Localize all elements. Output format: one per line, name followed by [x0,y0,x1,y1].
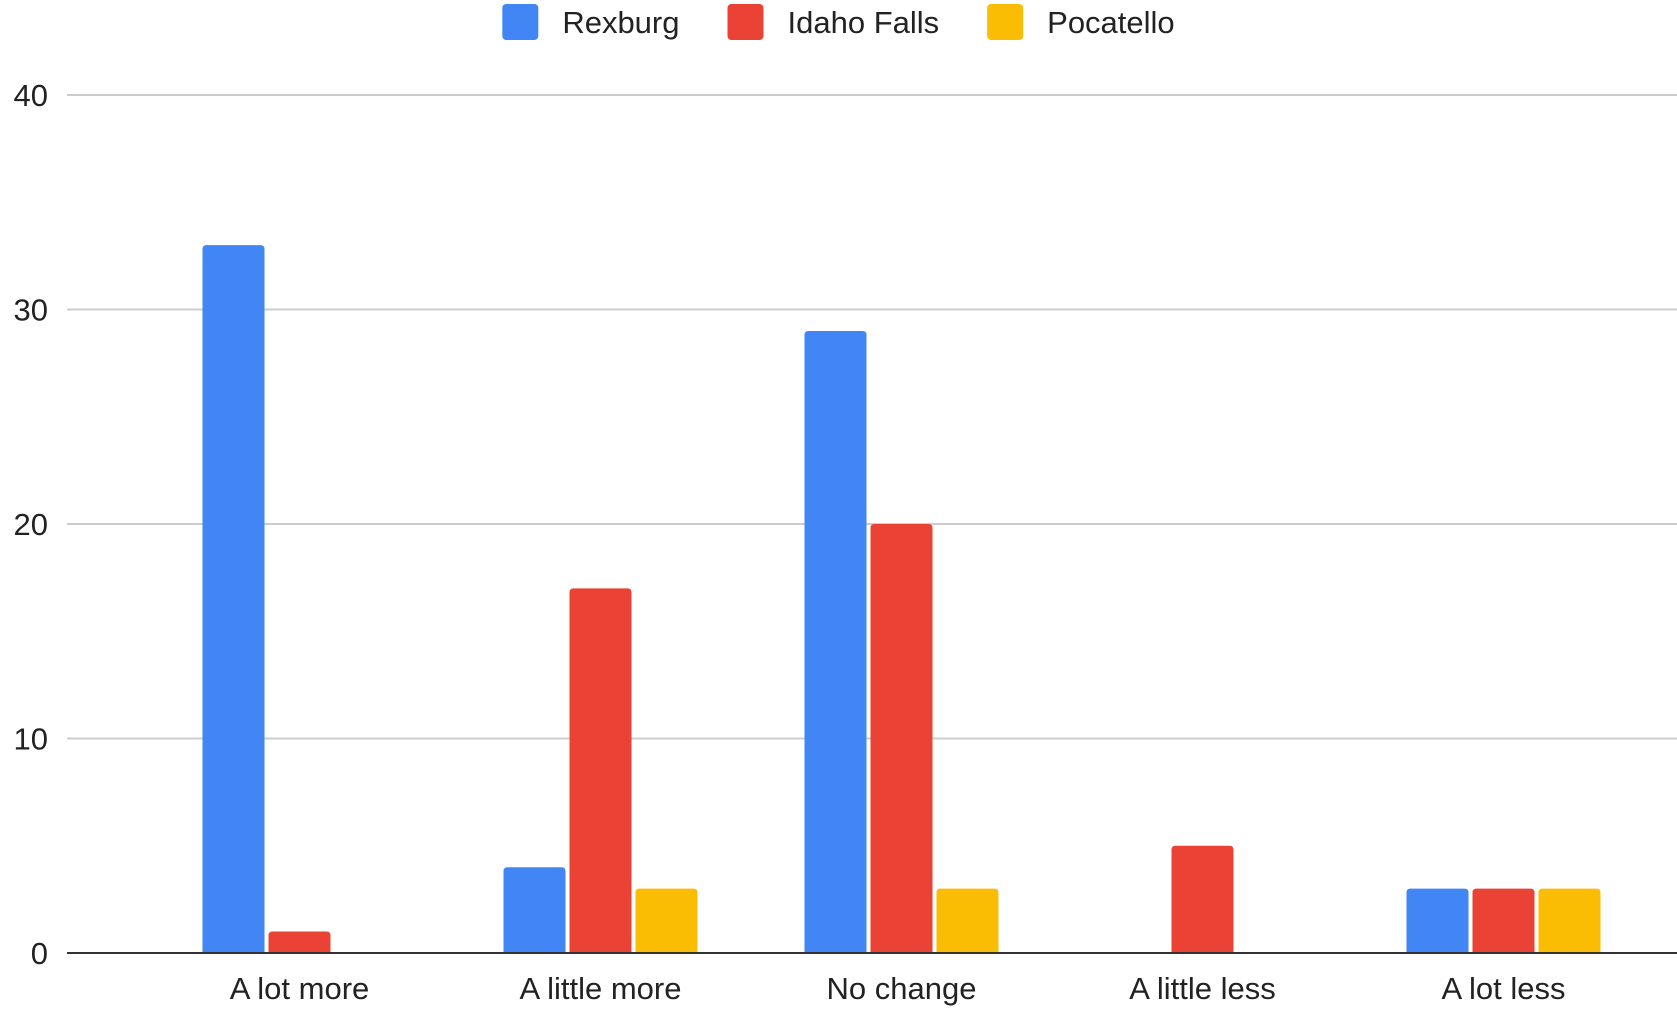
legend: Rexburg Idaho Falls Pocatello [502,4,1175,40]
x-tick-label: A lot more [230,971,370,1006]
x-tick-label: A little less [1129,971,1275,1006]
legend-swatch-rexburg [502,4,539,40]
bars [67,245,1677,954]
bar-pocatello-no-change [936,888,999,953]
bar-pocatello-a-little-more [635,888,698,953]
x-axis-ticks: A lot more A little more No change A little… [230,971,1566,1006]
legend-label-rexburg: Rexburg [562,5,679,40]
y-tick-label: 20 [14,507,48,542]
bar-rexburg-a-lot-more [202,245,265,953]
legend-swatch-pocatello [987,4,1024,40]
legend-swatch-idaho-falls [727,4,764,40]
legend-label-pocatello: Pocatello [1047,5,1175,40]
x-tick-label: A little more [520,971,682,1006]
bar-idaho-falls-no-change [870,524,933,953]
y-axis-ticks: 0 10 20 30 40 [14,78,48,971]
bar-idaho-falls-a-little-more [569,588,632,953]
y-tick-label: 30 [14,293,48,328]
y-tick-label: 0 [31,936,48,971]
x-tick-label: A lot less [1441,971,1565,1006]
bar-idaho-falls-a-lot-more [268,931,331,953]
bar-idaho-falls-a-little-less [1171,845,1234,953]
bar-rexburg-a-lot-less [1406,888,1469,953]
bar-idaho-falls-a-lot-less [1472,888,1535,953]
x-tick-label: No change [827,971,977,1006]
y-tick-label: 40 [14,78,48,113]
legend-label-idaho-falls: Idaho Falls [788,5,940,40]
y-tick-label: 10 [14,722,48,757]
bar-rexburg-a-little-more [503,867,566,953]
bar-rexburg-no-change [804,330,867,953]
bar-pocatello-a-lot-less [1538,888,1601,953]
